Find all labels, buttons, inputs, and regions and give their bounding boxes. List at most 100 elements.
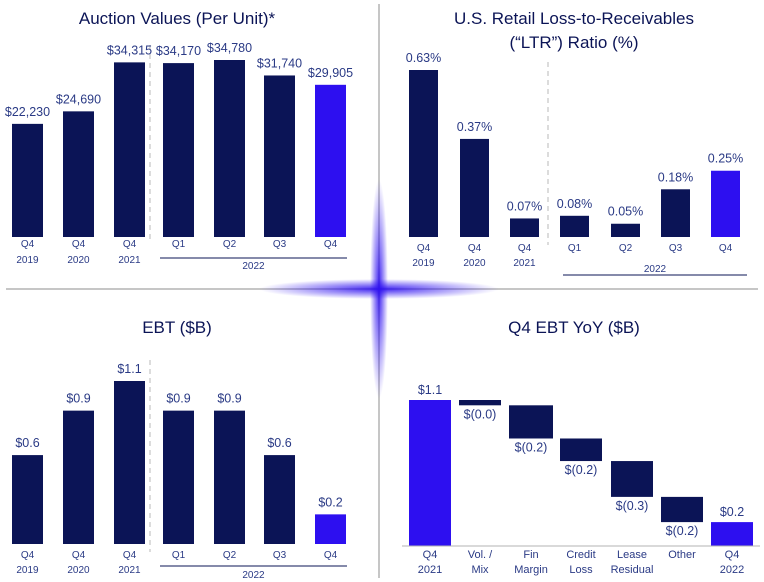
data-label: $34,780 [207,41,252,55]
waterfall-bar [661,496,703,523]
tick-label: Other [668,549,696,561]
tick-label: Mix [471,564,489,576]
tick-label: Q4 [468,243,482,254]
bar [114,62,145,237]
waterfall-bar [459,400,501,406]
bar [264,455,295,544]
waterfall-bar [409,400,451,546]
bar [163,410,194,544]
bar [409,70,438,237]
tick-label: Q3 [669,243,683,254]
chart-title: EBT ($B) [142,318,212,337]
tick-label: Residual [611,564,654,576]
data-label: $0.6 [15,436,39,450]
data-label: $34,170 [156,44,201,58]
tick-label: Q4 [719,243,733,254]
tick-label: Q2 [619,243,633,254]
data-label: 0.18% [658,170,693,184]
tick-label: Q4 [417,243,431,254]
tick-label: Lease [617,549,647,561]
data-label: $(0.2) [515,440,548,454]
bar [711,170,740,237]
data-label: $(0.2) [565,463,598,477]
tick-label: 2021 [418,564,442,576]
tick-label: 2021 [513,258,536,269]
bar [63,410,94,544]
data-label: $(0.0) [464,407,497,421]
bar [460,138,489,237]
chart-2 [409,62,747,276]
tick-label: Q4 [725,549,740,561]
chart-1 [12,45,347,259]
chart-title-line2: (“LTR”) Ratio (%) [509,33,638,52]
bar [63,111,94,237]
group-label: 2022 [242,261,265,272]
tick-label: Q4 [21,239,35,250]
chart-3 [12,360,347,567]
bar [315,514,346,544]
tick-label: Q4 [72,550,86,561]
chart-title: Q4 EBT YoY ($B) [508,318,640,337]
tick-label: 2021 [118,255,141,266]
bar [114,381,145,544]
bar [560,215,589,237]
tick-label: 2019 [16,255,39,266]
bar [214,60,245,237]
chart-title: Auction Values (Per Unit)* [79,9,276,28]
tick-label: Q3 [273,550,287,561]
data-label: $0.2 [318,495,342,509]
chart-title: U.S. Retail Loss-to-Receivables [454,9,694,28]
data-label: $(0.3) [616,499,649,513]
data-label: $(0.2) [666,524,699,538]
tick-label: Q4 [324,550,338,561]
data-label: 0.08% [557,197,592,211]
tick-label: Q2 [223,239,237,250]
data-label: $0.2 [720,505,744,519]
bar [661,189,690,237]
tick-label: 2020 [463,258,486,269]
bar [264,75,295,237]
tick-label: Q4 [123,239,137,250]
data-label: $1.1 [418,383,442,397]
tick-label: 2019 [412,258,435,269]
bar [214,410,245,544]
tick-label: Margin [514,564,548,576]
waterfall-bar [509,405,553,439]
tick-label: Q4 [21,550,35,561]
data-label: $22,230 [5,105,50,119]
bar [12,455,43,544]
tick-label: Q3 [273,239,287,250]
bar [315,84,346,238]
tick-label: Credit [566,549,595,561]
data-label: $0.9 [166,392,190,406]
waterfall-bar [711,522,753,546]
bar [12,123,43,237]
chart-4 [402,400,760,547]
tick-label: Q4 [518,243,532,254]
bar [163,63,194,237]
data-label: $1.1 [117,362,141,376]
data-label: 0.25% [708,152,743,166]
data-label: 0.37% [457,120,492,134]
bar [611,223,640,237]
tick-label: 2020 [67,565,90,576]
tick-label: 2022 [720,564,744,576]
data-label: 0.05% [608,205,643,219]
group-label: 2022 [644,264,667,275]
tick-label: Q1 [568,243,582,254]
divider-glow-vertical [370,179,388,399]
tick-label: 2021 [118,565,141,576]
data-label: $0.9 [217,392,241,406]
tick-label: Q4 [123,550,137,561]
tick-label: Q1 [172,550,186,561]
data-label: $0.6 [267,436,291,450]
tick-label: 2019 [16,565,39,576]
data-label: $29,905 [308,66,353,80]
waterfall-bar [611,461,653,497]
group-label: 2022 [242,570,265,581]
data-label: $0.9 [66,392,90,406]
tick-label: Q2 [223,550,237,561]
tick-label: Q4 [423,549,438,561]
tick-label: Q4 [324,239,338,250]
